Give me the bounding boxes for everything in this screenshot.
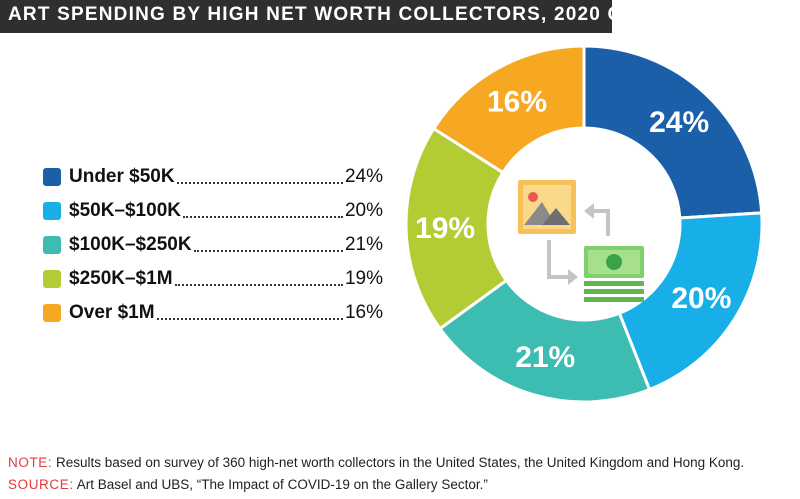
legend-label: $50K–$100K bbox=[69, 199, 181, 221]
exchange-arrows-icon bbox=[547, 203, 610, 285]
slice-label-over-1m: 16% bbox=[487, 86, 547, 119]
legend-value: 21% bbox=[344, 233, 383, 255]
slice-label-100k-250k: 21% bbox=[515, 341, 575, 374]
legend-item: Over $1M 16% bbox=[43, 299, 383, 326]
donut-chart: 24% 20% 21% 19% 16% bbox=[404, 44, 764, 404]
source-tag: SOURCE: bbox=[8, 477, 74, 492]
donut-labels: 24% 20% 21% 19% 16% bbox=[415, 86, 731, 374]
legend-item: Under $50K 24% bbox=[43, 163, 383, 190]
slice-label-50k-100k: 20% bbox=[671, 282, 731, 315]
title-bar: ART SPENDING BY HIGH NET WORTH COLLECTOR… bbox=[0, 0, 674, 33]
source-text: Art Basel and UBS, “The Impact of COVID-… bbox=[73, 477, 488, 492]
legend-leader bbox=[193, 236, 343, 252]
legend-item: $100K–$250K 21% bbox=[43, 231, 383, 258]
legend-item: $50K–$100K 20% bbox=[43, 197, 383, 224]
donut-slice-50k-100k bbox=[617, 211, 764, 392]
art-painting-icon bbox=[518, 180, 576, 234]
legend-swatch bbox=[43, 201, 61, 220]
slice-label-250k-1m: 19% bbox=[415, 212, 475, 245]
legend-label: $250K–$1M bbox=[69, 267, 173, 289]
legend-value: 20% bbox=[344, 199, 383, 221]
legend-swatch bbox=[43, 235, 61, 254]
legend-label: Under $50K bbox=[69, 165, 175, 187]
chart-title: ART SPENDING BY HIGH NET WORTH COLLECTOR… bbox=[8, 4, 675, 25]
legend-value: 16% bbox=[344, 301, 383, 323]
note-tag: NOTE: bbox=[8, 455, 53, 470]
legend-swatch bbox=[43, 303, 61, 322]
legend-leader bbox=[156, 304, 343, 320]
legend-swatch bbox=[43, 167, 61, 186]
legend-item: $250K–$1M 19% bbox=[43, 265, 383, 292]
note-line: NOTE: Results based on survey of 360 hig… bbox=[8, 452, 744, 474]
legend-leader bbox=[182, 202, 343, 218]
legend-leader bbox=[176, 168, 343, 184]
legend-leader bbox=[174, 270, 343, 286]
money-stack-icon bbox=[584, 246, 644, 302]
notes: NOTE: Results based on survey of 360 hig… bbox=[8, 452, 744, 496]
legend-swatch bbox=[43, 269, 61, 288]
legend-label: $100K–$250K bbox=[69, 233, 192, 255]
legend-value: 24% bbox=[344, 165, 383, 187]
note-text: Results based on survey of 360 high-net … bbox=[52, 455, 745, 470]
legend: Under $50K 24% $50K–$100K 20% $100K–$250… bbox=[43, 163, 383, 333]
source-line: SOURCE: Art Basel and UBS, “The Impact o… bbox=[8, 474, 744, 496]
legend-label: Over $1M bbox=[69, 301, 155, 323]
slice-label-under-50k: 24% bbox=[649, 106, 709, 139]
legend-value: 19% bbox=[344, 267, 383, 289]
